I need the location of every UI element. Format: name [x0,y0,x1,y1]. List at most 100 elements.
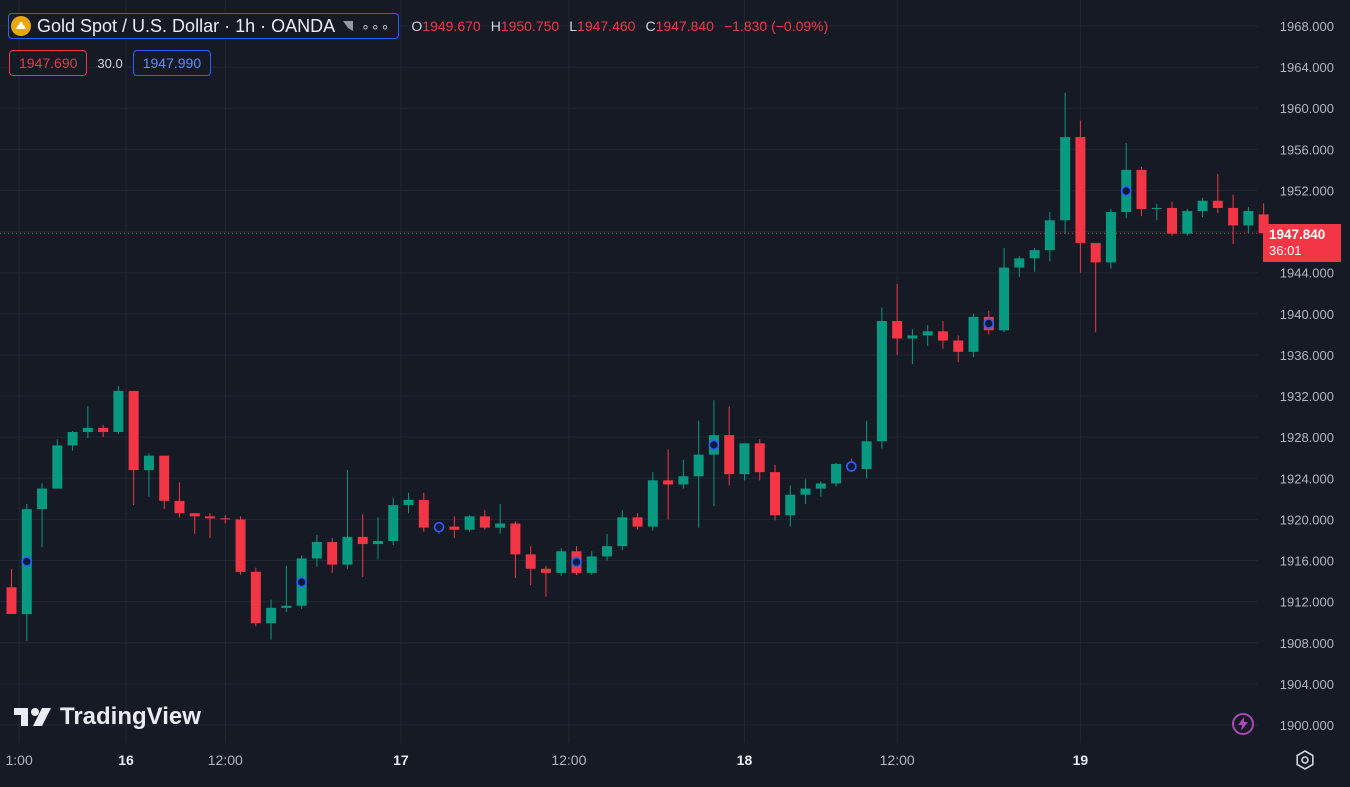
last-price-value: 1947.840 [1269,227,1326,242]
candle [770,464,780,521]
candle [922,325,933,346]
price-axis-tick: 1904.000 [1280,677,1334,692]
more-options-icon[interactable]: ∘∘∘ [361,17,391,34]
price-axis-tick: 1968.000 [1280,19,1334,34]
candle [968,313,979,357]
candle [449,516,460,538]
candle-body [1060,137,1071,221]
candle [525,546,536,586]
event-markers [21,185,1132,588]
candle-body [510,523,521,555]
sell-price-button[interactable]: 1947.690 [9,50,88,76]
candle [1014,256,1025,277]
candle-body [525,554,536,569]
candle [1228,194,1239,244]
buy-price-button[interactable]: 1947.990 [132,50,212,76]
candle [586,551,597,575]
event-marker[interactable] [296,576,307,588]
ohlc-values: O1949.670 H1950.750 L1947.460 C1947.840 … [411,18,828,34]
candle [159,455,170,510]
candle [739,443,750,481]
candle [953,335,964,363]
last-price-label: 1947.840 36:01 [1263,224,1341,262]
candle [464,515,475,532]
candle-body [1167,207,1178,234]
candle-body [403,499,414,506]
candle-body [464,516,475,530]
candle [250,567,261,627]
candle [220,515,231,524]
candle-body [876,321,887,442]
candle-body [479,516,490,528]
candle [892,284,903,355]
candle [113,385,124,435]
price-axis-tick: 1936.000 [1280,348,1334,363]
price-axis-tick: 1900.000 [1280,718,1334,733]
symbol-selector[interactable]: Gold Spot / U.S. Dollar · 1h · OANDA ∘∘∘ [8,13,400,39]
flash-icon[interactable] [1232,713,1254,735]
candle-body [907,335,918,339]
flag-icon[interactable] [341,19,355,33]
time-axis-tick: 12:00 [551,752,586,768]
open-value: O1949.670 [411,18,481,34]
candle-body [1029,250,1040,259]
low-value: L1947.460 [569,18,636,34]
candle [861,420,872,479]
candle [281,565,292,612]
candle [495,503,506,534]
time-axis-tick: 17 [393,752,409,768]
price-axis-tick: 1960.000 [1280,101,1334,116]
price-axis-tick: 1944.000 [1280,266,1334,281]
price-axis-tick: 1908.000 [1280,636,1334,651]
price-axis-tick: 1956.000 [1280,142,1334,157]
event-marker[interactable] [433,521,445,533]
candle [815,481,826,497]
candle-body [739,443,750,475]
event-marker[interactable] [571,556,582,568]
price-axis[interactable]: 1968.000 1964.000 1960.000 1956.000 1952.000… [1280,19,1334,733]
candle [1197,197,1208,218]
candle-body [678,476,689,485]
tradingview-logo[interactable]: TradingView [14,703,201,731]
event-marker[interactable] [21,556,33,567]
candle [1090,242,1101,333]
event-marker[interactable] [983,318,995,329]
candle-body [1105,212,1116,263]
candle-body [281,605,292,608]
candle [174,482,185,518]
event-marker[interactable] [708,439,720,451]
candle [98,424,109,438]
candle-body [220,518,231,520]
event-marker[interactable] [1120,185,1132,197]
time-axis-tick: 1:00 [6,752,33,768]
time-axis-tick: 16 [118,752,134,768]
candle-body [647,480,658,527]
candle-body [1182,211,1193,234]
candle-body [861,441,872,470]
chart-grid [0,0,1258,743]
event-marker[interactable] [846,461,857,472]
candle [876,307,887,449]
candle [1105,208,1116,269]
candle-body [754,443,765,473]
candle [82,406,93,439]
candle [1151,203,1162,221]
candle-body [174,500,185,514]
candle-body [1090,242,1101,263]
candle-body [113,390,124,433]
candle [235,516,246,575]
candle [67,431,78,451]
candle [1060,92,1071,234]
candle [663,449,674,520]
candle [785,485,796,527]
close-value: C1947.840 [645,18,714,34]
candle [1167,201,1178,236]
candle-body [1258,214,1269,234]
time-axis[interactable]: 1:00 16 12:00 17 12:00 18 12:00 19 [6,752,1089,768]
candle [143,453,154,497]
settings-icon[interactable] [1294,749,1316,771]
candle-body [815,483,826,489]
time-axis-tick: 19 [1073,752,1089,768]
candle-body [418,499,429,528]
